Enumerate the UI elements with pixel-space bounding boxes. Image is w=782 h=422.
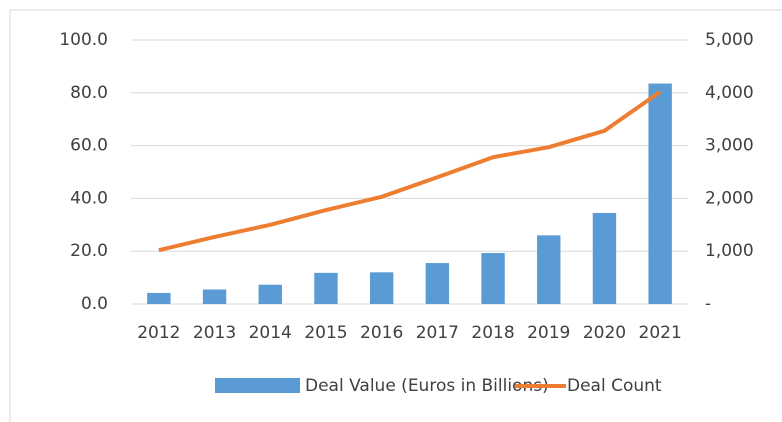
y-tick-label: 80.0	[70, 83, 108, 103]
x-tick-label: 2019	[527, 323, 570, 343]
x-tick-label: 2012	[137, 323, 180, 343]
y-tick-label: 40.0	[70, 188, 108, 208]
chart-border	[9, 9, 782, 422]
bar	[147, 292, 171, 304]
legend-label: Deal Value (Euros in Billions)	[305, 376, 549, 396]
x-tick-label: 2013	[193, 323, 236, 343]
bar	[425, 263, 450, 304]
x-tick-label: 2015	[304, 323, 347, 343]
bar	[369, 272, 394, 304]
y-tick-label: 20.0	[70, 241, 108, 261]
y2-tick-label: 1,000	[705, 241, 754, 261]
x-tick-label: 2014	[249, 323, 292, 343]
x-tick-label: 2018	[471, 323, 514, 343]
y2-tick-label: 3,000	[705, 136, 754, 156]
y2-tick-label: 2,000	[705, 188, 754, 208]
y-tick-label: 100.0	[59, 30, 108, 50]
y-tick-label: 0.0	[81, 294, 108, 314]
legend-label: Deal Count	[567, 376, 662, 396]
bar	[481, 253, 505, 304]
x-tick-label: 2016	[360, 323, 403, 343]
line	[158, 90, 662, 253]
legend-swatch	[215, 378, 300, 393]
x-tick-label: 2017	[416, 323, 459, 343]
y-tick-label: 60.0	[70, 136, 108, 156]
y2-tick-label: 5,000	[705, 30, 754, 50]
bar	[314, 272, 338, 304]
bar	[537, 235, 561, 304]
bar	[592, 212, 617, 304]
y2-tick-label: -	[705, 294, 711, 314]
bar	[258, 284, 282, 304]
x-tick-label: 2020	[583, 323, 626, 343]
y2-tick-label: 4,000	[705, 83, 754, 103]
x-tick-label: 2021	[639, 323, 682, 343]
bar	[202, 289, 227, 304]
bar	[648, 83, 672, 304]
